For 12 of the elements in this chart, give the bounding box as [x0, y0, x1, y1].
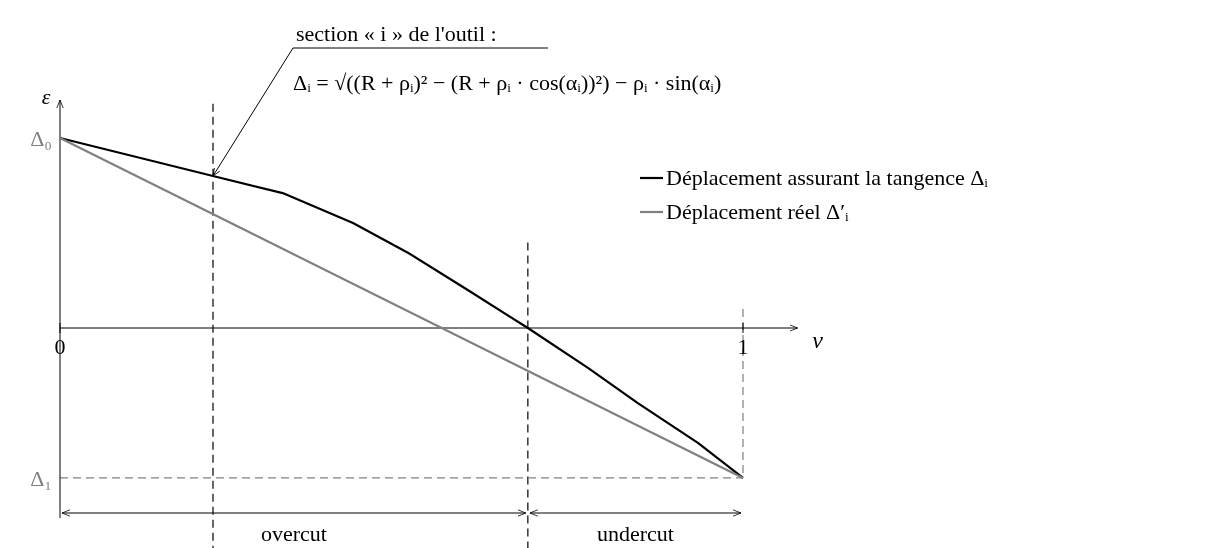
text: section « i » de l'outil : [295, 21, 497, 46]
text: Δ₁ [30, 465, 52, 491]
text: Δᵢ = √((R + ρᵢ)² − (R + ρᵢ · cos(αᵢ))²) − ρᵢ · sin(αᵢ) [293, 70, 722, 95]
x-tick-label: 0 [54, 334, 66, 359]
x-tick-label: 1 [737, 334, 749, 359]
legend-label: Déplacement assurant la tangence Δᵢ [666, 165, 989, 190]
y-axis-title: ε [41, 84, 51, 109]
x-axis-title: v [812, 327, 824, 353]
text: overcut [260, 521, 327, 546]
text: Δ₀ [30, 126, 52, 151]
text: undercut [596, 521, 674, 546]
legend-label: Déplacement réel Δ′ᵢ [666, 199, 849, 224]
